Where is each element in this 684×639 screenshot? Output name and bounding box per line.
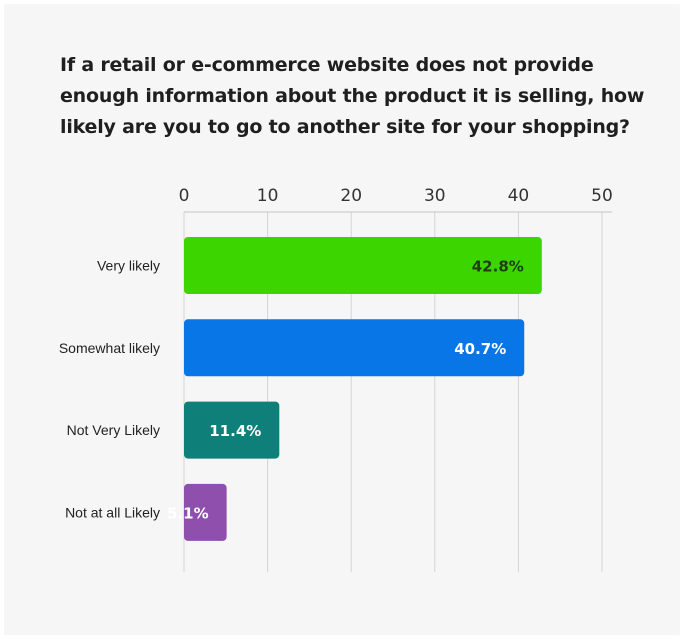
bar [184,319,525,377]
category-label: Not Very Likely [67,422,160,438]
x-tick-label: 40 [508,186,530,206]
data-labels: 42.8% 40.7% 11.4% 5.1% [167,258,524,523]
chart-title: If a retail or e-commerce website does n… [60,54,645,138]
x-tick-label: 50 [591,186,613,206]
data-label: 11.4% [209,422,261,440]
category-label: Somewhat likely [59,340,160,356]
bar [184,237,542,294]
x-axis-ticks: 0 10 20 30 40 50 [179,186,613,206]
category-labels: Very likely Somewhat likely Not Very Likel… [59,258,160,521]
bar [184,401,280,459]
data-label: 42.8% [472,258,524,276]
x-tick-label: 30 [424,186,446,206]
data-label: 40.7% [454,340,506,358]
bars [184,237,542,541]
data-label: 5.1% [167,504,209,522]
category-label: Very likely [97,258,160,274]
bar [184,483,227,541]
x-tick-label: 0 [179,186,190,206]
x-tick-label: 20 [340,186,362,206]
x-tick-label: 10 [257,186,279,206]
category-label: Not at all Likely [65,504,160,520]
